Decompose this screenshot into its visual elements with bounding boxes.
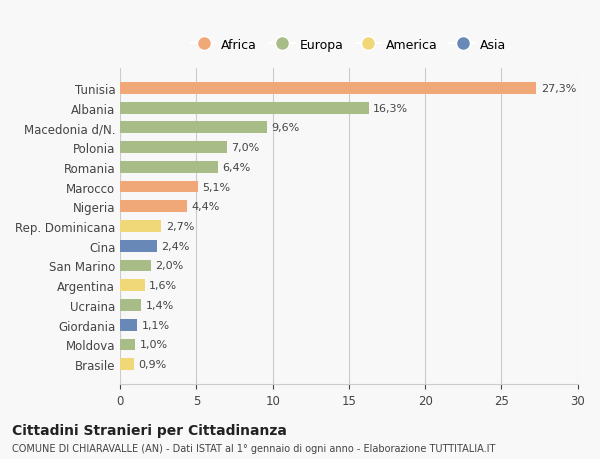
Bar: [120, 83, 536, 95]
Bar: [120, 142, 227, 154]
Bar: [120, 162, 218, 174]
Text: COMUNE DI CHIARAVALLE (AN) - Dati ISTAT al 1° gennaio di ogni anno - Elaborazion: COMUNE DI CHIARAVALLE (AN) - Dati ISTAT …: [12, 443, 496, 453]
Bar: [120, 102, 368, 114]
Text: Cittadini Stranieri per Cittadinanza: Cittadini Stranieri per Cittadinanza: [12, 423, 287, 437]
Text: 4,4%: 4,4%: [192, 202, 220, 212]
Bar: [120, 241, 157, 252]
Text: 0,9%: 0,9%: [139, 359, 167, 369]
Text: 2,4%: 2,4%: [161, 241, 190, 251]
Text: 9,6%: 9,6%: [271, 123, 299, 133]
Text: 16,3%: 16,3%: [373, 103, 409, 113]
Bar: [120, 201, 187, 213]
Text: 6,4%: 6,4%: [222, 162, 251, 173]
Bar: [120, 339, 136, 351]
Bar: [120, 299, 142, 311]
Bar: [120, 358, 134, 370]
Bar: [120, 181, 198, 193]
Bar: [120, 221, 161, 232]
Text: 2,0%: 2,0%: [155, 261, 184, 271]
Text: 27,3%: 27,3%: [541, 84, 577, 94]
Text: 1,1%: 1,1%: [142, 320, 170, 330]
Text: 1,4%: 1,4%: [146, 300, 174, 310]
Bar: [120, 260, 151, 272]
Text: 2,7%: 2,7%: [166, 222, 194, 231]
Bar: [120, 122, 266, 134]
Bar: [120, 319, 137, 331]
Text: 7,0%: 7,0%: [232, 143, 260, 153]
Text: 1,6%: 1,6%: [149, 280, 177, 291]
Legend: Africa, Europa, America, Asia: Africa, Europa, America, Asia: [186, 34, 511, 56]
Bar: [120, 280, 145, 291]
Text: 5,1%: 5,1%: [202, 182, 230, 192]
Text: 1,0%: 1,0%: [140, 340, 168, 350]
